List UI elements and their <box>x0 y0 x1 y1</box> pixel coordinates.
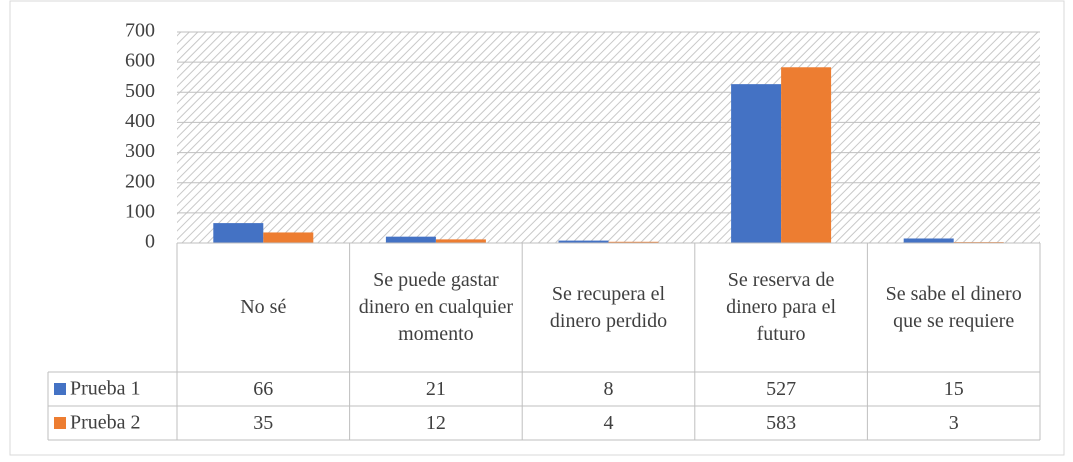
bar <box>781 67 832 243</box>
plot-background <box>177 32 1040 243</box>
bar <box>385 236 436 243</box>
bar <box>903 238 954 243</box>
category-label: Se recupera el dinero perdido <box>549 282 668 332</box>
legend-swatch <box>54 417 66 429</box>
table-value: 527 <box>766 377 797 400</box>
y-tick-label: 500 <box>125 80 155 102</box>
bar <box>608 241 659 243</box>
table-value: 15 <box>943 377 964 400</box>
legend-label: Prueba 2 <box>70 412 141 434</box>
table-value: 12 <box>425 411 446 434</box>
table-value: 35 <box>253 411 274 434</box>
y-tick-label: 300 <box>125 140 155 162</box>
chart-border <box>9 0 1065 456</box>
y-tick-label: 400 <box>125 110 155 132</box>
category-label: Se puede gastar dinero en cualquier mome… <box>358 269 514 345</box>
y-tick-label: 600 <box>125 50 155 72</box>
bar <box>435 239 486 243</box>
bar <box>263 232 314 243</box>
y-tick-label: 100 <box>125 200 155 222</box>
bar <box>213 223 264 243</box>
category-label: Se sabe el dinero que se requiere <box>885 282 1022 332</box>
table-value: 583 <box>766 411 797 434</box>
bar <box>558 240 609 243</box>
y-tick-label: 700 <box>125 20 155 42</box>
table-value: 3 <box>948 411 959 434</box>
y-tick-label: 200 <box>125 170 155 192</box>
table-value: 66 <box>253 377 274 400</box>
table-value: 21 <box>425 377 446 400</box>
table-value: 8 <box>603 377 614 400</box>
legend-label: Prueba 1 <box>70 378 141 400</box>
bar <box>731 84 782 243</box>
category-label: No sé <box>240 296 287 318</box>
y-tick-label: 0 <box>145 231 155 253</box>
legend-swatch <box>54 383 66 395</box>
table-value: 4 <box>603 411 614 434</box>
category-label: Se reserva de dinero para el futuro <box>726 269 837 345</box>
